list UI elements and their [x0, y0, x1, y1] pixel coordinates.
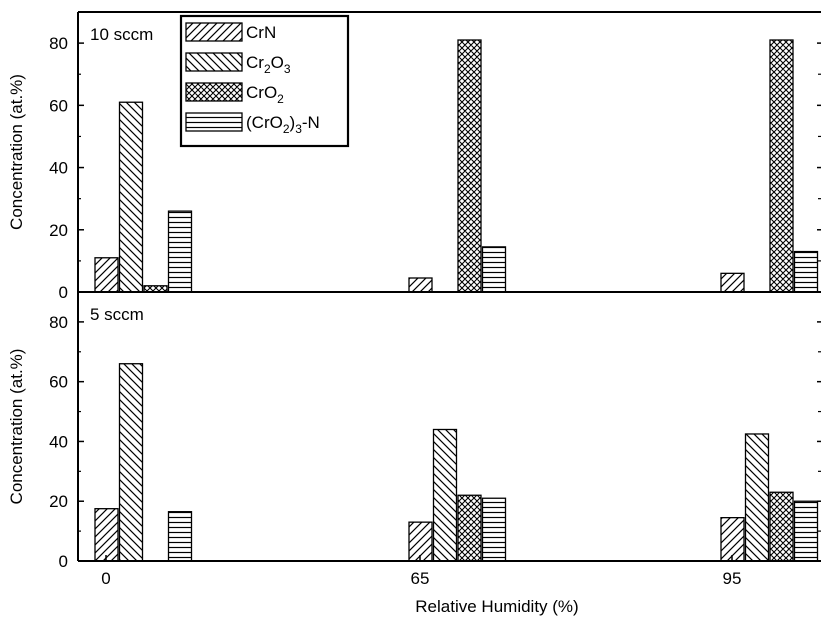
bar-cro2-95 [769, 491, 794, 562]
bar-cr2o3-65 [432, 428, 458, 562]
panel-label: 5 sccm [90, 305, 144, 324]
bar-crn-65 [408, 277, 433, 293]
bar-cro2-65 [457, 494, 482, 562]
x-axis-title: Relative Humidity (%) [415, 597, 578, 616]
panel-1: 0 20 40 60 80 Concentration (at.%) 5 sccm 0 65 95 [7, 291, 821, 588]
bar--cro2-3-n-0 [167, 210, 193, 293]
y-tick-label: 40 [49, 432, 68, 451]
legend-swatch [185, 112, 243, 132]
y-tick-label: 80 [49, 34, 68, 53]
bar-crn-0 [94, 257, 119, 293]
y-tick-label: 20 [49, 492, 68, 511]
x-tick-label: 65 [411, 569, 430, 588]
y-tick-label: 80 [49, 313, 68, 332]
y-tick-label: 60 [49, 373, 68, 392]
y-tick-label: 40 [49, 159, 68, 178]
bar--cro2-3-n-65 [481, 246, 507, 293]
y-axis-title: Concentration (at.%) [7, 74, 26, 230]
bar--cro2-3-n-0 [167, 511, 193, 562]
y-tick-label: 0 [59, 552, 68, 571]
panel-label: 10 sccm [90, 25, 153, 44]
bar--cro2-3-n-95 [793, 500, 819, 562]
x-tick-label: 0 [101, 569, 110, 588]
legend-swatch [185, 52, 243, 72]
bar--cro2-3-n-65 [481, 497, 507, 562]
panels-group: 0 20 40 60 80 Concentration (at.%) 10 sccm 0 20 4… [7, 11, 821, 588]
legend-swatch [185, 22, 243, 42]
bar-cro2-95 [769, 39, 794, 293]
legend: CrN Cr2O3 CrO2 (CrO2)3-N [179, 14, 350, 148]
bar--cro2-3-n-95 [793, 250, 819, 293]
legend-label: CrN [246, 23, 276, 42]
bar-cr2o3-95 [744, 433, 770, 562]
legend-label: Cr2O3 [246, 53, 291, 76]
y-tick-label: 60 [49, 96, 68, 115]
bar-cro2-65 [457, 39, 482, 293]
y-axis-title: Concentration (at.%) [7, 349, 26, 505]
bar-cr2o3-0 [118, 101, 144, 293]
bar-cr2o3-0 [118, 363, 144, 562]
y-tick-label: 0 [59, 283, 68, 302]
panel-0: 0 20 40 60 80 Concentration (at.%) 10 sccm [7, 11, 821, 302]
legend-label: CrO2 [246, 83, 284, 106]
bar-crn-95 [720, 517, 745, 562]
bar-crn-95 [720, 272, 745, 293]
bar-crn-0 [94, 508, 119, 562]
y-tick-label: 20 [49, 221, 68, 240]
legend-label: (CrO2)3-N [246, 113, 320, 136]
x-tick-label: 95 [723, 569, 742, 588]
legend-swatch [185, 82, 243, 102]
